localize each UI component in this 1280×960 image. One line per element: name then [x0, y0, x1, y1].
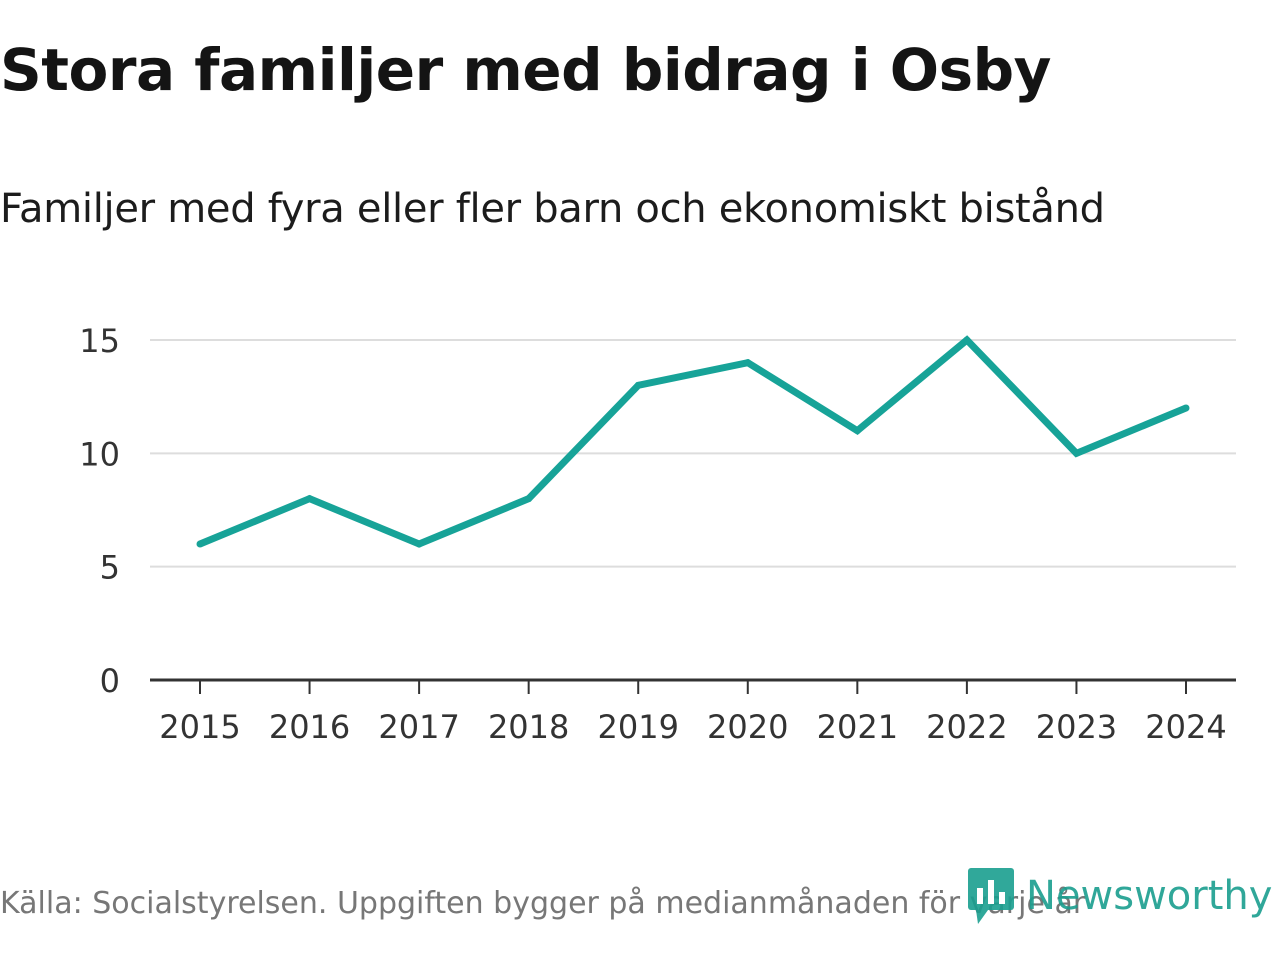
y-tick-label: 0: [100, 662, 120, 700]
x-tick-label: 2022: [926, 708, 1007, 746]
data-point-2016: [306, 495, 314, 503]
data-point-2022: [963, 336, 971, 344]
x-tick-label: 2020: [707, 708, 788, 746]
x-tick-label: 2019: [598, 708, 679, 746]
y-tick-label: 15: [79, 322, 120, 360]
x-tick-label: 2023: [1036, 708, 1117, 746]
x-tick-label: 2016: [269, 708, 350, 746]
newsworthy-logo-text: Newsworthy: [1026, 873, 1273, 919]
x-tick-label: 2021: [817, 708, 898, 746]
data-point-2019: [634, 381, 642, 389]
data-series: [196, 335, 1190, 548]
newsworthy-logo[interactable]: Newsworthy: [966, 866, 1278, 926]
y-axis-ticks: 0 5 10 15: [79, 322, 120, 700]
data-point-2017: [415, 540, 423, 548]
data-point-2020: [744, 359, 752, 367]
x-tick-label: 2018: [488, 708, 569, 746]
y-tick-label: 10: [79, 435, 120, 473]
x-tick-label: 2015: [159, 708, 240, 746]
data-point-2023: [1072, 449, 1080, 457]
y-tick-label: 5: [100, 549, 120, 587]
data-point-2015: [196, 540, 204, 548]
chart-title: Stora familjer med bidrag i Osby: [0, 36, 1051, 104]
chart-subtitle: Familjer med fyra eller fler barn och ek…: [0, 186, 1105, 232]
newsworthy-logo-icon: [968, 868, 1014, 924]
data-point-2024: [1182, 404, 1190, 412]
source-note: Källa: Socialstyrelsen. Uppgiften bygger…: [0, 886, 1086, 921]
x-tick-label: 2017: [378, 708, 459, 746]
x-tick-label: 2024: [1145, 708, 1226, 746]
series-line: [198, 335, 1188, 548]
x-axis: 2015 2016 2017 2018 2019 2020 2021 2022 2023 2024: [150, 678, 1236, 746]
data-point-2018: [525, 495, 533, 503]
data-point-2021: [853, 427, 861, 435]
gridlines: [150, 339, 1236, 568]
